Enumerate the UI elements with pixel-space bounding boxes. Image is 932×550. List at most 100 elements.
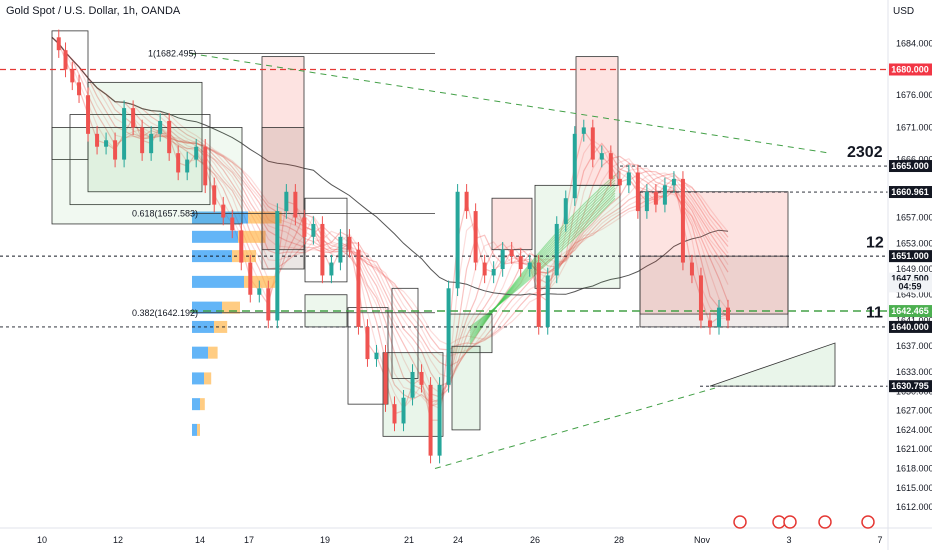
candle-body [563, 198, 568, 224]
price-tag-bg [889, 305, 932, 318]
currency-label: USD [893, 6, 915, 17]
candle-body [356, 249, 361, 327]
x-tick-label: 26 [530, 535, 540, 545]
candle-body [302, 217, 307, 237]
candle-body [518, 256, 523, 269]
candle-body [410, 371, 415, 398]
candle-body [212, 185, 217, 205]
ribbon-line-green [469, 179, 616, 341]
candle-body [329, 262, 334, 276]
range-box [491, 197, 533, 251]
y-tick-label: 1649.000 [896, 264, 932, 274]
price-tag-label: 1680.000 [891, 64, 929, 74]
candle-body [671, 178, 676, 186]
x-tick-label: Nov [694, 535, 711, 545]
x-tick-label: 17 [244, 535, 254, 545]
ribbon-line-green [469, 195, 616, 330]
candle-body [383, 352, 388, 405]
candle-body [446, 288, 451, 385]
volume-profile-bar [192, 275, 244, 288]
candle-body [257, 288, 262, 295]
y-tick-label: 1657.000 [896, 213, 932, 223]
volume-profile-bar [208, 346, 218, 359]
price-tag-bg [889, 280, 932, 293]
y-tick-label: 1618.000 [896, 464, 932, 474]
y-tick-label: 1612.000 [896, 502, 932, 512]
candle-body [239, 230, 244, 263]
candlesticks [56, 29, 730, 464]
volume-profile-bar [197, 423, 200, 436]
range-box [69, 114, 211, 206]
candle-body [185, 159, 190, 173]
us-flag-icon [861, 515, 875, 529]
candle-body [726, 307, 730, 321]
volume-profile-bar [214, 320, 228, 333]
price-tag-label: 1642.465 [891, 306, 929, 316]
candle-body [392, 404, 397, 424]
y-tick-label: 1621.000 [896, 444, 932, 454]
x-axis: 10 12 14 17 19 21 24 26 28 Nov 3 7 [0, 515, 932, 545]
candle-body [482, 262, 487, 276]
candle-body [635, 172, 640, 212]
candle-body [203, 146, 208, 186]
candle-body [689, 262, 694, 276]
candle-body [527, 262, 532, 269]
candle-body [293, 191, 298, 218]
ribbon-line [51, 36, 729, 378]
candle-body [221, 204, 226, 218]
x-tick-label: 7 [877, 535, 882, 545]
volume-profile-bar [192, 230, 238, 243]
volume-profile-bar [192, 423, 197, 436]
candle-body [77, 82, 82, 96]
fib-label-382: 0.382(1642.192) [132, 308, 198, 318]
candle-body [401, 397, 406, 424]
candle-body [590, 127, 595, 160]
candle-body [365, 326, 370, 360]
us-flag-icon [733, 515, 747, 529]
price-tag-bg [889, 250, 932, 263]
candle-body [572, 133, 577, 199]
volume-profile-bar [238, 230, 266, 243]
candle-body [122, 108, 127, 160]
range-box [347, 307, 389, 405]
us-flag-icon [818, 515, 832, 529]
x-tick-label: 12 [113, 535, 123, 545]
x-tick-label: 14 [195, 535, 205, 545]
candle-body [419, 371, 424, 385]
candle-body [509, 249, 514, 257]
candle-body [545, 275, 550, 327]
range-box [51, 127, 243, 225]
candle-body [617, 178, 622, 186]
y-tick-label: 1627.000 [896, 406, 932, 416]
y-tick-label: 1637.000 [896, 341, 932, 351]
candle-body [680, 178, 685, 263]
candle-body [320, 223, 325, 276]
candle-body [626, 172, 631, 186]
annotations: 1(1682.495) 0.618(1657.583) 0.382(1642.192… [132, 48, 884, 321]
candle-body [491, 269, 496, 276]
y-tick-label: 1624.000 [896, 425, 932, 435]
ribbon-line-green [469, 192, 616, 332]
candle-body [599, 153, 604, 160]
volume-profile-bar [222, 301, 240, 314]
candle-body [149, 133, 154, 154]
ribbon-line-green [469, 190, 616, 334]
range-box [451, 345, 481, 431]
trendline-down [189, 52, 831, 154]
range-box [391, 287, 419, 379]
candle-body [56, 37, 61, 51]
ribbon-line-green [469, 187, 616, 336]
y-tick-label: 1641.000 [896, 315, 932, 325]
candle-body [230, 217, 235, 231]
candle-body [644, 191, 649, 212]
candle-body [158, 120, 163, 134]
ribbon-line [51, 36, 729, 394]
ribbon-line [51, 36, 729, 387]
range-box [261, 127, 305, 270]
volume-profile-bar [192, 372, 204, 385]
candle-body [608, 153, 613, 179]
candle-body [347, 236, 352, 250]
price-tag-bg [889, 186, 932, 199]
y-tick-label: 1666.000 [896, 155, 932, 165]
